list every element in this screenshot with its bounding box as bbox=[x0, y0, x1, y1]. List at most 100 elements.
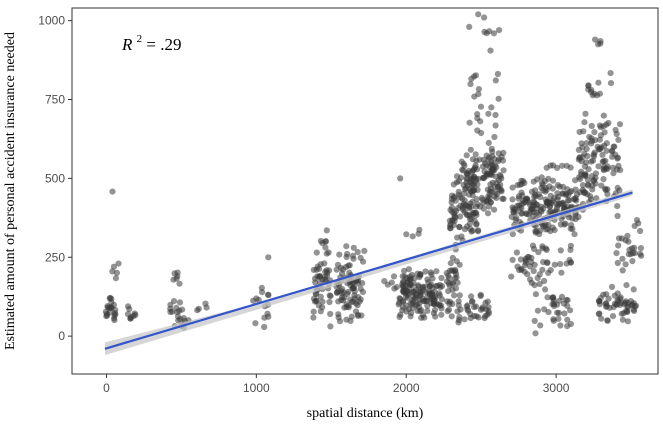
data-point bbox=[546, 203, 554, 210]
data-point bbox=[564, 297, 571, 304]
data-point bbox=[132, 311, 139, 319]
data-point bbox=[322, 244, 329, 251]
data-point bbox=[400, 278, 407, 285]
data-point bbox=[532, 193, 540, 200]
data-point bbox=[317, 237, 324, 245]
data-point bbox=[593, 195, 600, 202]
data-point bbox=[421, 314, 428, 321]
data-point bbox=[346, 262, 353, 269]
data-point bbox=[325, 249, 332, 256]
data-point bbox=[557, 322, 564, 329]
data-point bbox=[609, 313, 617, 320]
data-point bbox=[547, 267, 554, 274]
data-point bbox=[615, 136, 622, 143]
data-point bbox=[466, 220, 473, 227]
data-point bbox=[453, 173, 461, 180]
data-point bbox=[575, 146, 583, 153]
data-point bbox=[542, 286, 549, 293]
data-point bbox=[390, 273, 398, 280]
data-point bbox=[336, 318, 344, 325]
data-point bbox=[488, 145, 495, 152]
data-point bbox=[487, 181, 494, 188]
data-point bbox=[546, 209, 553, 216]
data-point bbox=[477, 103, 485, 110]
data-point bbox=[551, 261, 558, 268]
data-point bbox=[479, 305, 486, 312]
data-point bbox=[596, 90, 604, 97]
data-point bbox=[496, 172, 503, 179]
data-point bbox=[126, 305, 133, 313]
data-point bbox=[576, 154, 583, 161]
data-point bbox=[431, 306, 439, 314]
data-point bbox=[617, 167, 624, 174]
data-point bbox=[533, 209, 540, 216]
data-point bbox=[627, 251, 635, 258]
r-squared-annotation: R 2 = .29 bbox=[121, 27, 181, 54]
data-point bbox=[350, 298, 357, 305]
data-point bbox=[467, 81, 474, 88]
data-point bbox=[466, 205, 473, 212]
data-point bbox=[616, 295, 624, 302]
data-point bbox=[106, 295, 113, 302]
data-point bbox=[527, 276, 534, 283]
data-point bbox=[522, 210, 530, 217]
data-point bbox=[461, 190, 468, 197]
data-point bbox=[532, 291, 540, 298]
data-point bbox=[557, 247, 564, 254]
data-point bbox=[424, 307, 431, 314]
data-point bbox=[614, 203, 621, 210]
data-point bbox=[637, 250, 644, 257]
data-point bbox=[615, 242, 622, 249]
data-point bbox=[180, 315, 187, 322]
data-point bbox=[529, 242, 537, 249]
data-point bbox=[539, 243, 546, 250]
data-point bbox=[559, 199, 567, 206]
data-point bbox=[582, 110, 589, 117]
data-point bbox=[104, 304, 111, 311]
x-tick-label: 3000 bbox=[543, 381, 570, 395]
data-point bbox=[170, 298, 178, 305]
data-point bbox=[473, 220, 480, 227]
data-point bbox=[624, 308, 631, 315]
data-point bbox=[409, 233, 416, 240]
data-point bbox=[563, 260, 570, 267]
data-point bbox=[531, 317, 538, 324]
y-axis: 0 250 500 750 1000 bbox=[38, 14, 72, 343]
data-point bbox=[581, 150, 588, 157]
data-point bbox=[567, 320, 575, 328]
data-point bbox=[202, 300, 209, 307]
data-point bbox=[492, 189, 499, 196]
r-symbol: R bbox=[121, 35, 133, 54]
data-point bbox=[516, 205, 523, 212]
data-point bbox=[472, 162, 479, 169]
data-point bbox=[470, 209, 478, 216]
data-point bbox=[484, 298, 491, 305]
data-point bbox=[485, 139, 492, 146]
data-point bbox=[509, 184, 516, 191]
data-point bbox=[530, 267, 537, 275]
y-axis-title: Estimated amount of personal accident in… bbox=[3, 32, 18, 350]
data-point bbox=[464, 212, 471, 219]
data-point bbox=[509, 231, 516, 238]
data-point bbox=[585, 166, 592, 173]
data-point bbox=[453, 270, 460, 278]
data-point bbox=[361, 247, 368, 254]
data-point bbox=[397, 175, 404, 182]
data-point bbox=[554, 196, 561, 203]
data-point bbox=[444, 298, 451, 305]
data-point bbox=[468, 298, 476, 305]
data-point bbox=[484, 210, 492, 217]
data-point bbox=[488, 104, 495, 111]
data-point bbox=[541, 277, 548, 285]
data-point bbox=[543, 259, 551, 266]
data-point bbox=[558, 269, 565, 276]
data-point bbox=[554, 202, 561, 209]
data-point bbox=[576, 128, 583, 136]
data-point bbox=[467, 225, 474, 233]
data-point bbox=[496, 27, 503, 34]
data-point bbox=[522, 255, 529, 262]
data-point bbox=[515, 193, 523, 200]
data-point bbox=[255, 296, 262, 304]
data-point bbox=[588, 158, 595, 165]
r-power: 2 bbox=[137, 33, 143, 45]
